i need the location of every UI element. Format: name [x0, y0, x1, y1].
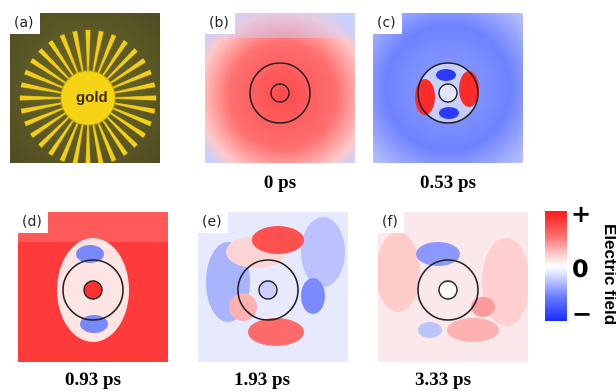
outer-ring: [249, 62, 311, 124]
panel-label-b: (b): [205, 13, 235, 34]
outer-ring: [62, 259, 124, 321]
colorbar: [545, 211, 567, 321]
panel-label-a: (a): [10, 13, 40, 34]
inner-ring: [258, 280, 278, 300]
field-map-f: [378, 212, 528, 362]
inner-ring: [438, 280, 458, 300]
time-label-b: 0 ps: [263, 172, 297, 193]
gold-center-disk: [60, 70, 116, 126]
inner-ring: [83, 280, 103, 300]
panel-f: (f): [378, 212, 528, 362]
field-map-c: [373, 13, 523, 163]
panel-label-c: (c): [373, 13, 402, 34]
outer-ring: [417, 62, 479, 124]
colorbar-minus-label: −: [572, 300, 593, 328]
field-map-d: [18, 212, 168, 362]
outer-ring: [417, 259, 479, 321]
panel-label-d: (d): [18, 212, 48, 233]
panel-label-f: (f): [378, 212, 404, 233]
field-map-e: [198, 212, 348, 362]
colorbar-plus-label: +: [571, 200, 592, 228]
panel-e: (e): [198, 212, 348, 362]
gold-sample-image: [10, 13, 160, 163]
panel-b: (b): [205, 13, 355, 163]
time-label-c: 0.53 ps: [420, 172, 476, 193]
colorbar-zero-label: 0: [572, 255, 589, 283]
panel-a: (a) gold: [10, 13, 160, 163]
time-label-e: 1.93 ps: [234, 369, 290, 390]
field-map-b: [205, 13, 355, 163]
inner-ring: [438, 83, 458, 103]
time-label-d: 0.93 ps: [65, 369, 121, 390]
inner-ring: [270, 83, 290, 103]
gold-spokes: [19, 29, 157, 163]
panel-label-e: (e): [198, 212, 228, 233]
outer-ring: [237, 259, 299, 321]
colorbar-title: Electric field: [601, 224, 616, 326]
panel-d: (d): [18, 212, 168, 362]
gold-label: gold: [76, 89, 108, 106]
time-label-f: 3.33 ps: [415, 369, 471, 390]
panel-c: (c): [373, 13, 523, 163]
